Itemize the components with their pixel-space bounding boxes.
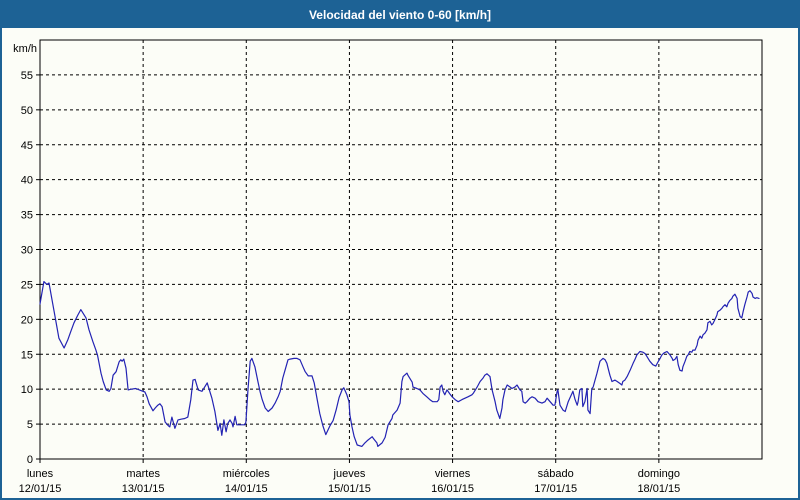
- x-date-label: 18/01/15: [637, 483, 680, 495]
- y-axis-unit-label: km/h: [13, 43, 37, 55]
- x-date-label: 14/01/15: [225, 483, 268, 495]
- y-tick-label: 45: [21, 140, 33, 152]
- x-day-label: miércoles: [223, 468, 271, 480]
- x-day-label: sábado: [538, 468, 574, 480]
- x-day-label: domingo: [638, 468, 680, 480]
- x-date-label: 17/01/15: [534, 483, 577, 495]
- plot-border: [39, 39, 763, 460]
- y-tick-label: 0: [27, 454, 33, 466]
- y-tick-label: 15: [21, 349, 33, 361]
- x-date-label: 13/01/15: [122, 483, 165, 495]
- y-tick-label: 55: [21, 70, 33, 82]
- x-date-label: 15/01/15: [328, 483, 371, 495]
- y-tick-label: 25: [21, 279, 33, 291]
- x-day-label: martes: [126, 468, 160, 480]
- x-day-label: lunes: [27, 468, 54, 480]
- chart-title: Velocidad del viento 0-60 [km/h]: [308, 8, 492, 22]
- wind-speed-line: [39, 281, 760, 447]
- x-date-label: 12/01/15: [19, 483, 62, 495]
- y-tick-label: 5: [27, 419, 33, 431]
- x-day-label: viernes: [435, 468, 471, 480]
- x-day-label: jueves: [333, 468, 366, 480]
- y-tick-label: 35: [21, 210, 33, 222]
- y-tick-label: 20: [21, 314, 33, 326]
- title-bar: Velocidad del viento 0-60 [km/h]: [2, 2, 798, 28]
- y-tick-label: 40: [21, 175, 33, 187]
- y-tick-label: 30: [21, 245, 33, 257]
- y-tick-label: 50: [21, 105, 33, 117]
- y-tick-label: 10: [21, 384, 33, 396]
- x-date-label: 16/01/15: [431, 483, 474, 495]
